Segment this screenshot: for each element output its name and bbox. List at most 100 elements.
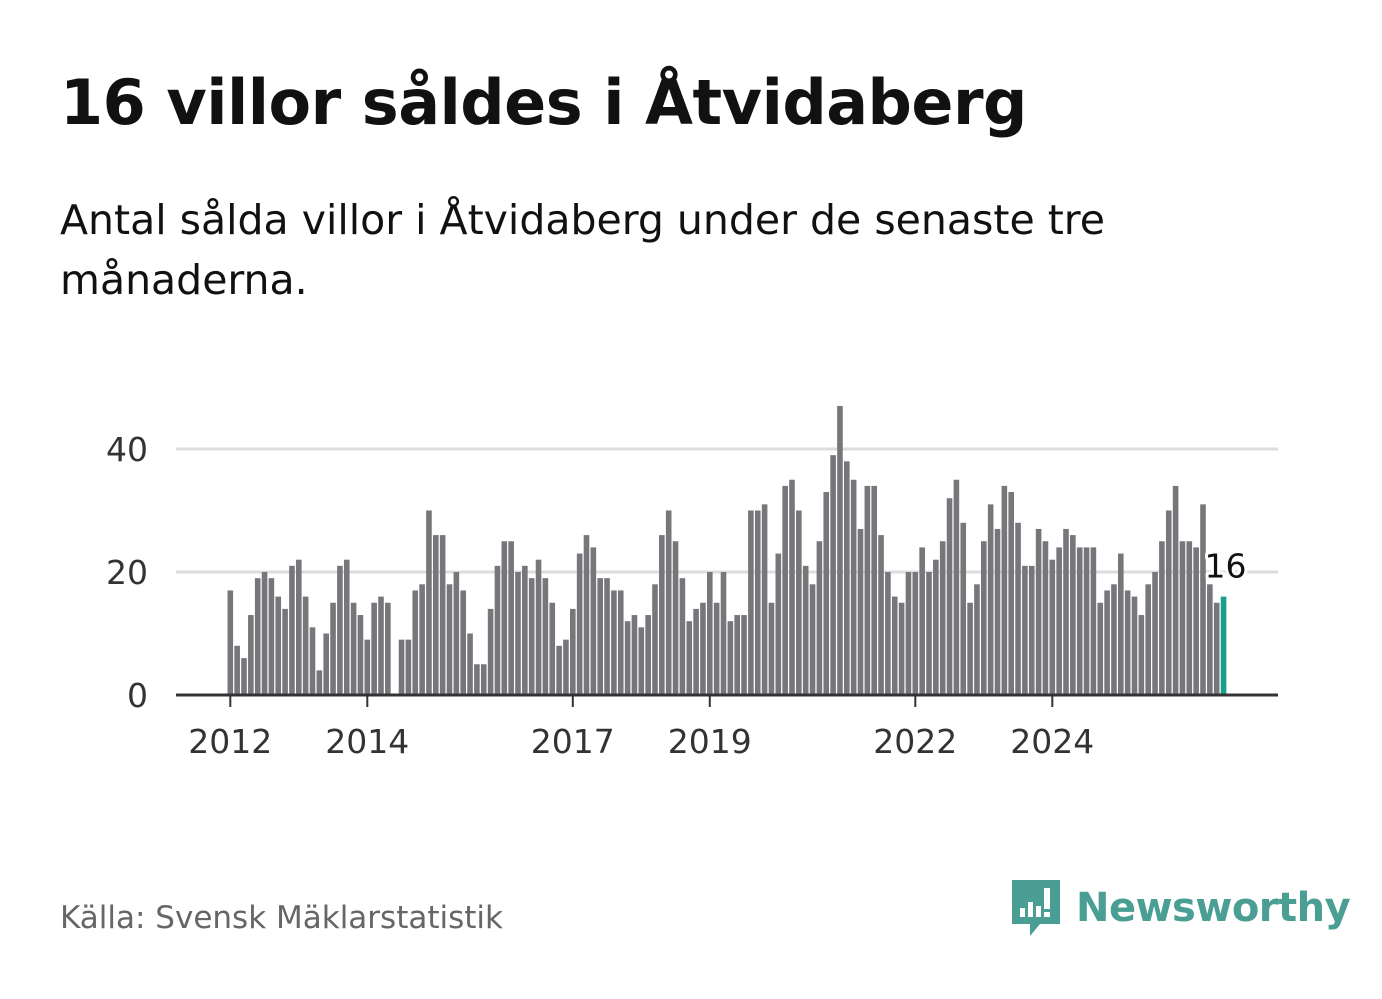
bar bbox=[1172, 485, 1179, 695]
bar bbox=[275, 596, 282, 695]
bar bbox=[487, 608, 494, 695]
y-tick-label: 0 bbox=[127, 676, 148, 715]
bar bbox=[597, 578, 603, 695]
bar bbox=[905, 572, 912, 695]
bar bbox=[371, 602, 377, 695]
bar bbox=[1179, 541, 1186, 695]
bar bbox=[309, 627, 316, 695]
bar bbox=[501, 541, 508, 695]
bar bbox=[1015, 522, 1021, 695]
bar bbox=[522, 565, 528, 695]
bar bbox=[330, 602, 336, 695]
bar bbox=[891, 596, 898, 695]
bar bbox=[994, 528, 1001, 695]
brand-logo[interactable]: Newsworthy bbox=[1010, 878, 1351, 938]
highlight-value-label: 16 bbox=[1205, 547, 1247, 586]
chart-title: 16 villor såldes i Åtvidaberg bbox=[60, 66, 1027, 139]
bar bbox=[885, 572, 891, 695]
bar bbox=[1022, 565, 1028, 695]
bar bbox=[1138, 615, 1145, 695]
bar bbox=[556, 645, 562, 695]
bar bbox=[713, 602, 720, 695]
bar bbox=[576, 553, 583, 695]
bar bbox=[659, 535, 665, 695]
bar bbox=[1213, 602, 1220, 695]
bar bbox=[419, 584, 425, 695]
bar bbox=[802, 565, 809, 695]
bar bbox=[1104, 590, 1110, 695]
bar bbox=[871, 485, 877, 695]
x-tick-label: 2017 bbox=[531, 722, 615, 761]
bar bbox=[385, 602, 391, 695]
bar bbox=[919, 547, 925, 695]
bar bbox=[528, 578, 535, 695]
bar bbox=[508, 541, 514, 695]
bar bbox=[761, 504, 768, 695]
bar bbox=[939, 541, 946, 695]
bar-chart: 0 20 40 2012 2014 2017 2019 2022 2024 16 bbox=[106, 405, 1278, 761]
bar bbox=[1035, 528, 1042, 695]
bar bbox=[926, 572, 932, 695]
bar bbox=[1049, 559, 1056, 695]
y-tick-label: 40 bbox=[106, 430, 148, 469]
bar bbox=[494, 565, 501, 695]
x-tick-label: 2014 bbox=[325, 722, 409, 761]
bar bbox=[446, 584, 453, 695]
bar bbox=[439, 535, 446, 695]
bar bbox=[734, 615, 740, 695]
bar bbox=[296, 559, 302, 695]
bar bbox=[248, 615, 254, 695]
bar bbox=[816, 541, 823, 695]
bar bbox=[611, 590, 617, 695]
bar bbox=[254, 578, 261, 695]
bar bbox=[693, 608, 699, 695]
bar bbox=[426, 510, 432, 695]
x-tick-label: 2022 bbox=[873, 722, 957, 761]
bar bbox=[1028, 565, 1035, 695]
bar bbox=[987, 504, 994, 695]
bar bbox=[638, 627, 645, 695]
bar bbox=[686, 621, 693, 695]
bar bbox=[1200, 504, 1206, 695]
bar bbox=[1083, 547, 1090, 695]
brand-name: Newsworthy bbox=[1076, 885, 1351, 931]
bar bbox=[953, 479, 960, 695]
bar bbox=[405, 639, 412, 695]
bar bbox=[282, 608, 288, 695]
bar bbox=[823, 492, 830, 695]
bar bbox=[590, 547, 597, 695]
bar bbox=[1056, 547, 1062, 695]
bar bbox=[570, 608, 576, 695]
bar bbox=[1008, 492, 1014, 695]
bar bbox=[878, 535, 884, 695]
bar bbox=[974, 584, 980, 695]
bar bbox=[364, 639, 371, 695]
bar bbox=[302, 596, 309, 695]
bar bbox=[515, 572, 521, 695]
bar bbox=[1118, 553, 1124, 695]
newsworthy-logo-icon bbox=[1012, 880, 1060, 936]
bar bbox=[378, 596, 384, 695]
bar bbox=[1076, 547, 1083, 695]
bar bbox=[261, 572, 268, 695]
y-tick-label: 20 bbox=[106, 553, 148, 592]
x-tick-label: 2012 bbox=[188, 722, 272, 761]
bar bbox=[960, 522, 967, 695]
bar bbox=[1186, 541, 1193, 695]
bar bbox=[563, 639, 569, 695]
bar bbox=[617, 590, 624, 695]
bar bbox=[453, 572, 460, 695]
bar bbox=[549, 602, 556, 695]
bar bbox=[1131, 596, 1138, 695]
bar bbox=[227, 590, 234, 695]
bar bbox=[1090, 547, 1097, 695]
bar bbox=[741, 615, 747, 695]
bar-highlight bbox=[1220, 596, 1227, 695]
chart-subtitle: Antal sålda villor i Åtvidaberg under de… bbox=[60, 196, 1105, 304]
bar bbox=[631, 615, 638, 695]
bar bbox=[1165, 510, 1172, 695]
bar bbox=[981, 541, 987, 695]
bar bbox=[1001, 485, 1008, 695]
bar bbox=[665, 510, 672, 695]
bar bbox=[727, 621, 734, 695]
